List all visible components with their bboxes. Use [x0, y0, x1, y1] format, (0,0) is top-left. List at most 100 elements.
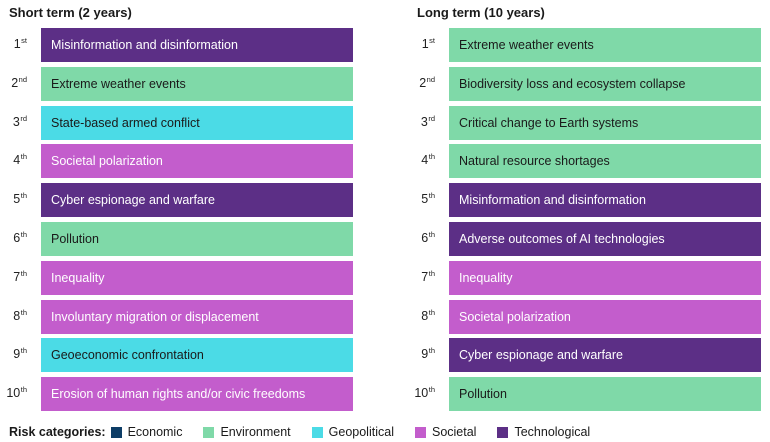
- rank-suffix: th: [428, 268, 435, 278]
- risk-label: Natural resource shortages: [459, 154, 610, 169]
- legend-label: Technological: [514, 425, 591, 439]
- legend-item-economic: Economic: [110, 425, 182, 439]
- rank-suffix: th: [428, 152, 435, 162]
- rank-number: 9: [421, 347, 429, 362]
- long-term-risk-bar-7: Inequality: [449, 260, 761, 295]
- short-term-rank-1: 1st: [5, 36, 27, 51]
- legend-swatch: [497, 426, 509, 438]
- long-term-rank-6: 6th: [413, 230, 435, 245]
- rank-number: 1: [421, 37, 429, 51]
- short-term-risk-bar-1: Misinformation and disinformation: [41, 28, 353, 62]
- risk-label: Adverse outcomes of AI technologies: [459, 232, 665, 246]
- long-term-risk-bar-8: Societal polarization: [449, 299, 761, 334]
- risk-label: Cyber espionage and warfare: [51, 193, 215, 208]
- short-term-title: Short term (2 years): [9, 5, 132, 20]
- rank-suffix: nd: [426, 74, 435, 84]
- risk-label: Inequality: [51, 270, 105, 285]
- short-term-rank-10: 10th: [5, 385, 27, 400]
- rank-suffix: th: [20, 385, 27, 395]
- rank-suffix: th: [428, 346, 435, 356]
- rank-number: 10: [414, 386, 429, 401]
- risk-label: Societal polarization: [459, 309, 571, 324]
- risk-label: Societal polarization: [51, 154, 163, 169]
- risk-label: Extreme weather events: [51, 76, 186, 91]
- short-term-rank-5: 5th: [5, 191, 27, 207]
- long-term-risk-bar-4: Natural resource shortages: [449, 144, 761, 179]
- long-term-risk-bar-10: Pollution: [449, 377, 761, 412]
- rank-suffix: st: [21, 36, 27, 45]
- risk-label: Extreme weather events: [459, 38, 594, 52]
- short-term-rank-8: 8th: [5, 307, 27, 323]
- long-term-risk-bar-1: Extreme weather events: [449, 28, 761, 62]
- risk-label: Pollution: [51, 232, 99, 246]
- long-term-rank-7: 7th: [413, 268, 435, 284]
- rank-number: 5: [13, 192, 21, 207]
- short-term-risk-bar-5: Cyber espionage and warfare: [41, 183, 353, 218]
- risk-label: Geoeconomic confrontation: [51, 348, 204, 363]
- risk-category-legend: Risk categories: Economic Environment Geop…: [9, 424, 611, 440]
- long-term-rank-9: 9th: [413, 346, 435, 362]
- short-term-risk-bar-8: Involuntary migration or displacement: [41, 299, 353, 334]
- rank-number: 7: [13, 269, 21, 284]
- legend-items: Economic Environment Geopolitical Societal T…: [110, 425, 612, 439]
- risk-label: State-based armed conflict: [51, 115, 200, 130]
- legend-label: Environment: [220, 425, 291, 439]
- rank-suffix: st: [429, 36, 435, 45]
- rank-suffix: th: [20, 307, 27, 317]
- short-term-rank-9: 9th: [5, 346, 27, 362]
- legend-swatch: [311, 426, 323, 438]
- rank-number: 3: [12, 114, 20, 129]
- rank-number: 9: [13, 347, 21, 362]
- long-term-rank-4: 4th: [413, 152, 435, 168]
- rank-suffix: rd: [20, 113, 27, 123]
- rank-suffix: nd: [18, 74, 27, 84]
- rank-number: 2: [419, 75, 427, 90]
- long-term-rank-10: 10th: [413, 385, 435, 401]
- risk-label: Biodiversity loss and ecosystem collapse: [459, 76, 686, 91]
- long-term-risk-bar-2: Biodiversity loss and ecosystem collapse: [449, 66, 761, 101]
- legend-label: Societal: [431, 425, 477, 439]
- rank-number: 5: [421, 192, 429, 207]
- rank-suffix: th: [428, 385, 435, 395]
- short-term-risk-bar-9: Geoeconomic confrontation: [41, 338, 353, 373]
- risk-label: Critical change to Earth systems: [459, 115, 639, 130]
- rank-number: 6: [421, 231, 429, 245]
- rank-number: 8: [421, 308, 429, 323]
- rank-suffix: th: [20, 152, 27, 162]
- legend-item-technological: Technological: [497, 425, 590, 439]
- long-term-rank-8: 8th: [413, 308, 435, 323]
- legend-swatch: [414, 426, 426, 438]
- legend-item-environment: Environment: [203, 425, 291, 439]
- long-term-risk-bar-3: Critical change to Earth systems: [449, 105, 761, 140]
- risk-label: Cyber espionage and warfare: [459, 348, 623, 363]
- long-term-rank-1: 1st: [413, 36, 435, 51]
- rank-number: 8: [13, 308, 21, 323]
- legend-item-geopolitical: Geopolitical: [311, 425, 394, 439]
- short-term-risk-bar-6: Pollution: [41, 222, 353, 256]
- long-term-risk-bar-5: Misinformation and disinformation: [449, 183, 761, 218]
- risk-label: Pollution: [459, 387, 507, 402]
- legend-item-societal: Societal: [414, 425, 477, 439]
- short-term-rank-2: 2nd: [5, 74, 27, 90]
- rank-number: 4: [13, 153, 21, 168]
- long-term-title: Long term (10 years): [417, 5, 545, 20]
- long-term-risk-bar-9: Cyber espionage and warfare: [449, 338, 761, 373]
- long-term-risk-bar-6: Adverse outcomes of AI technologies: [449, 222, 761, 256]
- rank-number: 6: [13, 231, 21, 245]
- risk-label: Involuntary migration or displacement: [51, 309, 259, 324]
- rank-number: 4: [421, 153, 429, 168]
- rank-suffix: th: [428, 191, 435, 201]
- rank-number: 1: [13, 37, 21, 51]
- legend-label: Geopolitical: [328, 425, 394, 439]
- rank-suffix: th: [428, 230, 435, 239]
- rank-number: 7: [421, 269, 429, 284]
- risk-label: Inequality: [459, 270, 513, 285]
- rank-suffix: th: [20, 191, 27, 201]
- rank-number: 3: [420, 114, 428, 129]
- long-term-rank-3: 3rd: [413, 113, 435, 129]
- rank-suffix: rd: [428, 113, 435, 123]
- short-term-risk-bar-2: Extreme weather events: [41, 66, 353, 101]
- long-term-rank-5: 5th: [413, 191, 435, 207]
- short-term-risk-bar-10: Erosion of human rights and/or civic fre…: [41, 377, 353, 412]
- rank-number: 2: [11, 75, 19, 90]
